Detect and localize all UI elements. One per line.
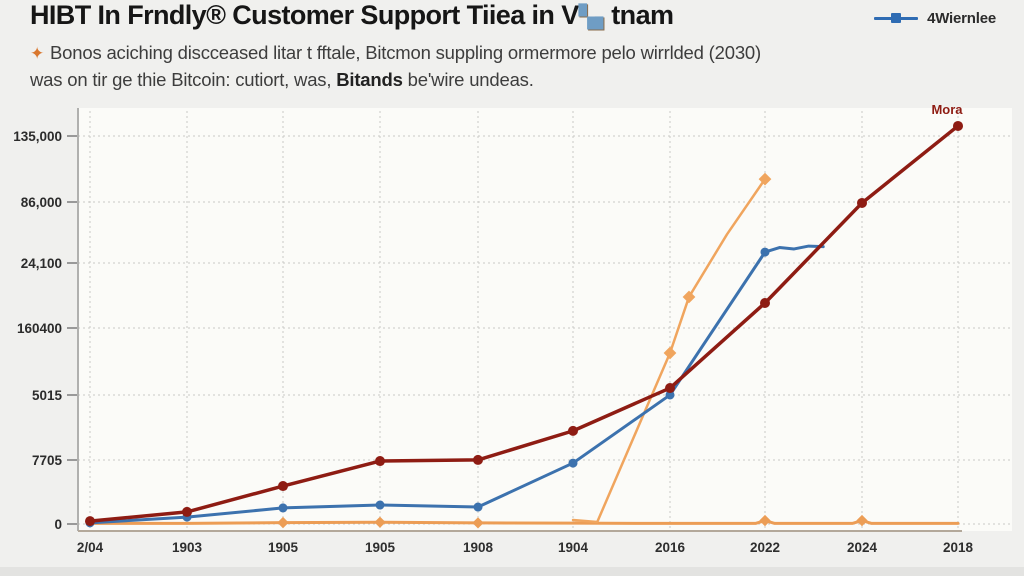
series-line-orange-spike (571, 177, 767, 524)
x-tick-label: 1903 (172, 540, 203, 555)
data-point-orange-baseline (759, 514, 771, 527)
page-title-suffix: tnam (611, 0, 674, 30)
x-tick-label: 1905 (268, 540, 299, 555)
data-point-dark-red (182, 506, 192, 517)
series-line-dark-red (88, 124, 960, 523)
data-point-orange-baseline (472, 517, 484, 529)
chart-area: 135,000 86,000 24,100 160400 5015 7705 0 2/04 19… (0, 96, 1024, 566)
data-point-dark-red (760, 297, 770, 308)
data-point-orange-baseline (277, 516, 289, 529)
line-chart: 135,000 86,000 24,100 160400 5015 7705 0 2/04 19… (13, 102, 1012, 555)
data-point-blue (760, 247, 770, 257)
x-tick-label: 2024 (847, 540, 878, 555)
chart-legend-item[interactable]: 4Wiernlee (874, 10, 996, 27)
data-point-dark-red (375, 456, 385, 467)
x-tick-label: 2022 (750, 540, 780, 555)
legend-square-marker-icon (891, 13, 902, 23)
data-point-dark-red (278, 481, 288, 492)
legend-line-marker-icon (874, 13, 919, 23)
x-tick-label: 1904 (558, 540, 589, 555)
data-point-orange-baseline (374, 516, 386, 528)
sparkle-icon: ✦ (30, 44, 45, 63)
legend-label: 4Wiernlee (927, 10, 996, 27)
data-point-dark-red (85, 516, 95, 527)
x-tick-label: 2/04 (77, 540, 104, 555)
chart-subtitle: ✦ Bonos aciching discceased litar t fftal… (30, 40, 890, 93)
series-annotation-label: Mora (931, 102, 963, 117)
data-point-dark-red (857, 197, 867, 208)
data-point-blue (568, 458, 578, 468)
y-tick-label: 5015 (32, 388, 63, 403)
data-point-dark-red (665, 383, 675, 394)
subtitle-line2-post: be'wire undeas. (402, 69, 534, 90)
y-tick-label: 0 (54, 517, 62, 532)
page-title-text: HIBT In Frndly® Customer Support Tiiea i… (30, 0, 579, 30)
x-tick-label: 2018 (943, 540, 974, 555)
title-glitch-glyph: ▚▖ (578, 4, 612, 29)
y-tick-label: 135,000 (13, 129, 62, 144)
subtitle-line2-pre: was on tir ge thie Bitcoin: cutiort, was… (30, 69, 337, 90)
data-point-dark-red (473, 454, 483, 465)
data-point-blue (665, 390, 675, 400)
x-tick-label: 1905 (365, 540, 396, 555)
subtitle-line1: Bonos aciching discceased litar t fftale… (50, 42, 761, 63)
data-point-blue (473, 502, 483, 512)
subtitle-line2-bold: Bitands (336, 69, 403, 90)
y-tick-label: 160400 (17, 321, 62, 336)
data-point-orange-baseline (856, 514, 868, 527)
data-point-blue (278, 503, 288, 513)
data-point-dark-red (953, 120, 963, 131)
y-tick-label: 7705 (32, 453, 63, 468)
x-tick-label: 1908 (463, 540, 494, 555)
y-tick-label: 86,000 (21, 195, 62, 210)
data-point-blue (375, 500, 385, 510)
bottom-strip (0, 567, 1024, 576)
data-point-dark-red (568, 425, 578, 436)
y-tick-label: 24,100 (21, 256, 62, 271)
plot-background (79, 108, 1012, 531)
x-tick-label: 2016 (655, 540, 686, 555)
page-title: HIBT In Frndly® Customer Support Tiiea i… (30, 0, 674, 31)
series-line-blue (88, 244, 825, 525)
